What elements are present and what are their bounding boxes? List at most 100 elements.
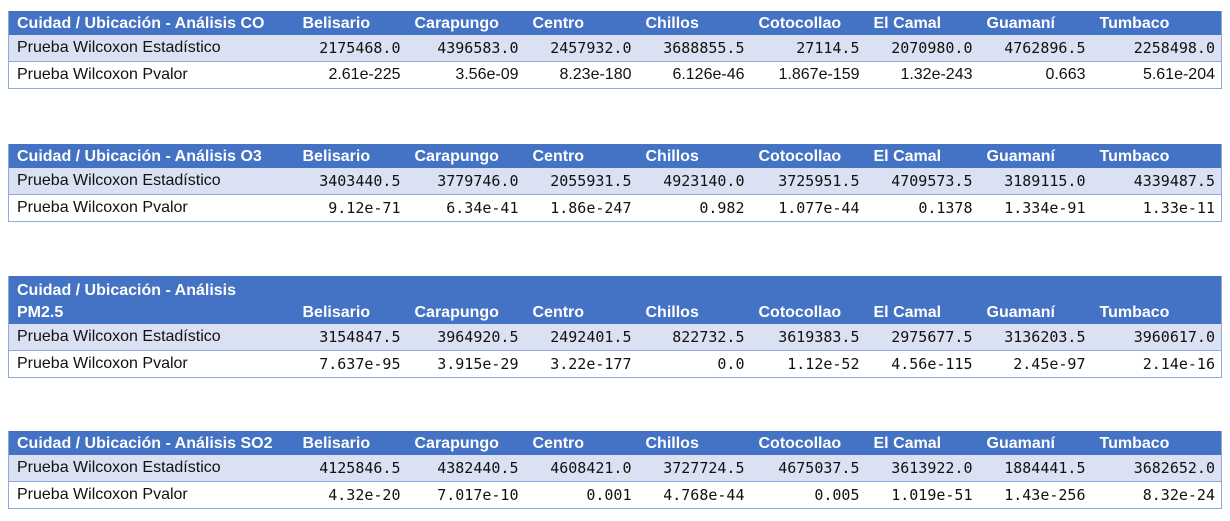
table-cell: 4396583.0 [406,35,525,62]
table-cell: 822732.5 [637,324,751,351]
table-row: Prueba Wilcoxon Pvalor 4.32e-20 7.017e-1… [8,481,1222,509]
table-cell: 2.61e-225 [294,61,407,89]
row-label: Prueba Wilcoxon Estadístico [8,168,295,195]
column-header: Chillos [637,276,751,324]
table-cell: 4.56e-115 [865,350,979,378]
table-cell: 2457932.0 [524,35,638,62]
row-label: Prueba Wilcoxon Estadístico [8,324,295,351]
table-cell: 8.32e-24 [1091,481,1222,509]
table-cell: 4.32e-20 [294,481,407,509]
column-header: Cotocollao [750,11,866,35]
table-cell: 4.768e-44 [637,481,751,509]
column-header: Centro [524,431,638,455]
table-cell: 3613922.0 [865,455,979,482]
table-cell: 3.56e-09 [406,61,525,89]
table-cell: 4125846.5 [294,455,407,482]
column-header: Carapungo [406,11,525,35]
column-header: Belisario [294,431,407,455]
table-cell: 1.867e-159 [750,61,866,89]
table-title: Cuidad / Ubicación - Análisis CO [8,11,295,35]
table-o3: Cuidad / Ubicación - Análisis O3 Belisar… [8,144,1222,222]
table-row: Prueba Wilcoxon Estadístico 3403440.5 37… [8,168,1222,195]
column-header: Cotocollao [750,431,866,455]
column-header: Cotocollao [750,276,866,324]
table-cell: 3154847.5 [294,324,407,351]
table-cell: 1.32e-243 [865,61,979,89]
table-row: Prueba Wilcoxon Pvalor 2.61e-225 3.56e-0… [8,61,1222,89]
table-cell: 2258498.0 [1091,35,1222,62]
table-cell: 0.0 [637,350,751,378]
column-header: Belisario [294,276,407,324]
table-cell: 0.005 [750,481,866,509]
column-header: Chillos [637,144,751,168]
table-cell: 2070980.0 [865,35,979,62]
table-cell: 2.45e-97 [978,350,1092,378]
table-cell: 3.915e-29 [406,350,525,378]
table-cell: 4608421.0 [524,455,638,482]
column-header: El Camal [865,276,979,324]
table-row: Prueba Wilcoxon Estadístico 4125846.5 43… [8,455,1222,482]
table-cell: 0.001 [524,481,638,509]
table-title: Cuidad / Ubicación - Análisis SO2 [8,431,295,455]
table-cell: 1.019e-51 [865,481,979,509]
table-cell: 3619383.5 [750,324,866,351]
table-so2: Cuidad / Ubicación - Análisis SO2 Belisa… [8,431,1222,509]
column-header: Guamaní [978,431,1092,455]
table-cell: 1.86e-247 [524,194,638,222]
column-header: El Camal [865,11,979,35]
column-header: Carapungo [406,144,525,168]
column-header: Tumbaco [1091,11,1222,35]
table-cell: 4762896.5 [978,35,1092,62]
table-cell: 3960617.0 [1091,324,1222,351]
table-cell: 9.12e-71 [294,194,407,222]
table-cell: 1884441.5 [978,455,1092,482]
row-label: Prueba Wilcoxon Estadístico [8,35,295,62]
table-cell: 2492401.5 [524,324,638,351]
table-cell: 1.43e-256 [978,481,1092,509]
table-cell: 1.33e-11 [1091,194,1222,222]
column-header: Belisario [294,144,407,168]
row-label: Prueba Wilcoxon Estadístico [8,455,295,482]
table-cell: 6.34e-41 [406,194,525,222]
table-header-row: Cuidad / Ubicación - Análisis O3 Belisar… [8,144,1222,168]
table-row: Prueba Wilcoxon Estadístico 3154847.5 39… [8,324,1222,351]
table-cell: 3136203.5 [978,324,1092,351]
table-cell: 0.1378 [865,194,979,222]
table-cell: 2.14e-16 [1091,350,1222,378]
column-header: Centro [524,276,638,324]
table-cell: 4339487.5 [1091,168,1222,195]
table-cell: 3682652.0 [1091,455,1222,482]
table-title: Cuidad / Ubicación - Análisis PM2.5 [8,276,295,324]
row-label: Prueba Wilcoxon Pvalor [8,61,295,89]
table-cell: 4923140.0 [637,168,751,195]
table-cell: 3403440.5 [294,168,407,195]
table-cell: 0.663 [978,61,1092,89]
table-header-row: Cuidad / Ubicación - Análisis CO Belisar… [8,11,1222,35]
table-cell: 7.637e-95 [294,350,407,378]
table-co: Cuidad / Ubicación - Análisis CO Belisar… [8,11,1222,89]
table-cell: 3727724.5 [637,455,751,482]
row-label: Prueba Wilcoxon Pvalor [8,481,295,509]
column-header: Centro [524,11,638,35]
column-header: Carapungo [406,431,525,455]
row-label: Prueba Wilcoxon Pvalor [8,350,295,378]
column-header: Chillos [637,431,751,455]
table-title: Cuidad / Ubicación - Análisis O3 [8,144,295,168]
table-cell: 3.22e-177 [524,350,638,378]
row-label: Prueba Wilcoxon Pvalor [8,194,295,222]
column-header: Guamaní [978,276,1092,324]
table-cell: 1.334e-91 [978,194,1092,222]
table-cell: 8.23e-180 [524,61,638,89]
table-cell: 4675037.5 [750,455,866,482]
table-cell: 2055931.5 [524,168,638,195]
column-header: Centro [524,144,638,168]
table-pm25: Cuidad / Ubicación - Análisis PM2.5 Beli… [8,276,1222,378]
column-header: Tumbaco [1091,144,1222,168]
table-cell: 3189115.0 [978,168,1092,195]
table-cell: 4382440.5 [406,455,525,482]
column-header: Cotocollao [750,144,866,168]
table-cell: 3779746.0 [406,168,525,195]
table-cell: 2975677.5 [865,324,979,351]
column-header: Carapungo [406,276,525,324]
